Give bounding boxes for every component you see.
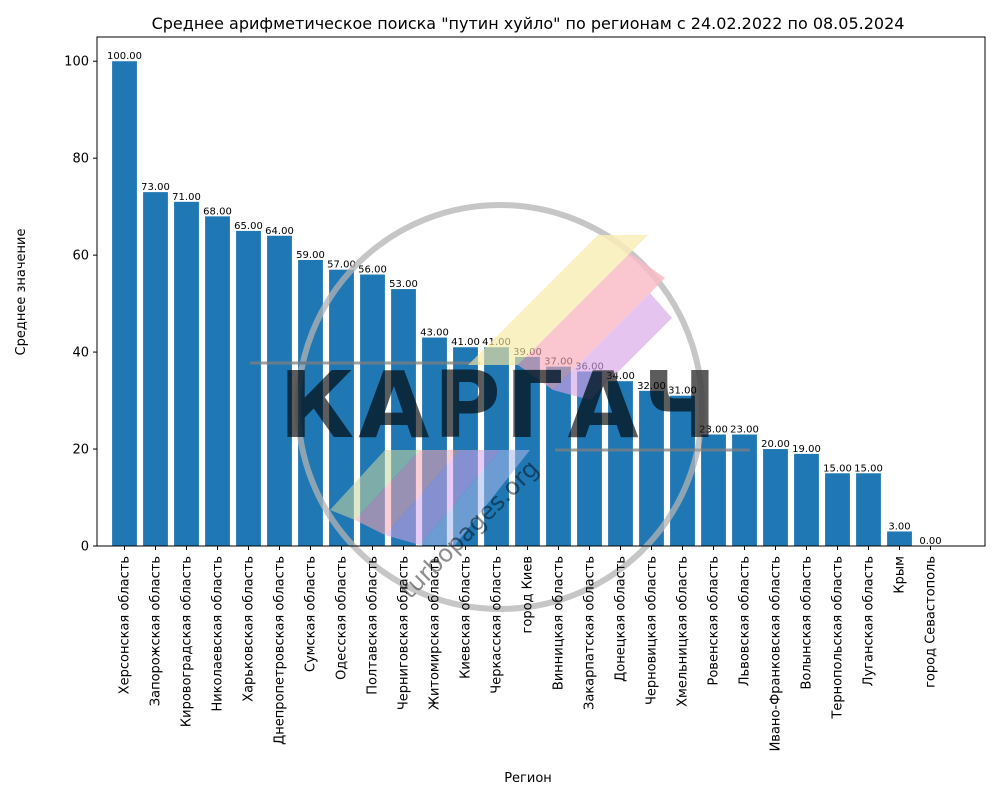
watermark-ring bbox=[295, 202, 705, 612]
bar-value-label: 15.00 bbox=[823, 463, 852, 474]
bar-value-label: 15.00 bbox=[854, 463, 883, 474]
y-axis: 0 20 40 60 80 100 bbox=[64, 55, 97, 555]
bar-value-label: 3.00 bbox=[888, 521, 910, 532]
bar-value-label: 100.00 bbox=[107, 51, 142, 62]
bar-value-label: 64.00 bbox=[265, 226, 294, 237]
bar bbox=[143, 192, 168, 546]
y-axis-label: Среднее значение bbox=[14, 229, 29, 356]
bar-value-label: 68.00 bbox=[203, 206, 232, 217]
bar bbox=[701, 434, 726, 546]
bar bbox=[236, 230, 261, 546]
bar bbox=[267, 235, 292, 546]
x-tick-label: Кировоградская область bbox=[180, 556, 195, 727]
bar bbox=[205, 216, 230, 546]
y-tick-label: 60 bbox=[72, 249, 89, 264]
bar-value-label: 31.00 bbox=[668, 386, 697, 397]
bar-value-label: 19.00 bbox=[792, 444, 821, 455]
x-tick-label: Закарпатская область bbox=[583, 556, 598, 710]
x-tick-label: Винницкая область bbox=[552, 556, 567, 690]
axes-frame bbox=[96, 36, 986, 547]
bar bbox=[484, 347, 509, 546]
x-tick-label: Донецкая область bbox=[614, 556, 629, 682]
watermark-stripes-lower bbox=[330, 450, 530, 545]
chart-title: Среднее арифметическое поиска "путин хуй… bbox=[152, 14, 905, 33]
x-tick-label: Львовская область bbox=[738, 556, 753, 686]
watermark-text: КАРГАЧ bbox=[279, 352, 721, 459]
y-tick-label: 100 bbox=[64, 55, 89, 70]
x-tick-label: город Киев bbox=[521, 556, 536, 633]
x-tick-label: Днепропетровская область bbox=[273, 556, 288, 745]
x-tick-label: Тернопольская область bbox=[831, 556, 846, 720]
bar bbox=[887, 531, 912, 546]
bar-value-label: 41.00 bbox=[451, 337, 480, 348]
bar bbox=[112, 61, 137, 546]
x-tick-label: Хмельницкая область bbox=[676, 556, 691, 707]
x-tick-label: Сумская область bbox=[304, 556, 319, 672]
bar-value-label: 71.00 bbox=[172, 192, 201, 203]
x-tick-label: Луганская область bbox=[862, 556, 877, 686]
x-tick-label: Черновицкая область bbox=[645, 556, 660, 705]
x-tick-label: Запорожская область bbox=[149, 556, 164, 706]
y-tick-label: 20 bbox=[72, 443, 89, 458]
bar-value-label: 23.00 bbox=[699, 425, 728, 436]
bar-value-label: 57.00 bbox=[327, 260, 356, 271]
bar-value-label: 59.00 bbox=[296, 250, 325, 261]
bar-value-label: 53.00 bbox=[389, 279, 418, 290]
bar bbox=[577, 371, 602, 546]
bar bbox=[763, 449, 788, 546]
x-tick-label: Ивано-Франковская область bbox=[769, 556, 784, 751]
y-tick-label: 80 bbox=[72, 152, 89, 167]
x-axis: Херсонская область Запорожская область Кир… bbox=[118, 546, 939, 751]
x-tick-label: Николаевская область bbox=[211, 556, 226, 712]
bar-value-label: 32.00 bbox=[637, 381, 666, 392]
bar-value-label: 20.00 bbox=[761, 439, 790, 450]
bar bbox=[732, 434, 757, 546]
bar bbox=[794, 453, 819, 546]
x-tick-label: Херсонская область bbox=[118, 556, 133, 694]
x-tick-label: Житомирская область bbox=[428, 556, 443, 710]
x-tick-label: город Севастополь bbox=[924, 556, 939, 688]
bar-value-label: 34.00 bbox=[606, 371, 635, 382]
x-tick-label: Харьковская область bbox=[242, 556, 257, 702]
x-tick-label: Ровенская область bbox=[707, 556, 722, 686]
y-tick-label: 40 bbox=[72, 346, 89, 361]
bar bbox=[174, 201, 199, 547]
bar bbox=[856, 473, 881, 546]
bar-value-label: 43.00 bbox=[420, 328, 449, 339]
x-tick-label: Волынская область bbox=[800, 556, 815, 690]
x-tick-label: Черниговская область bbox=[397, 556, 412, 710]
bar-value-label: 0.00 bbox=[919, 536, 941, 547]
bar-value-label: 23.00 bbox=[730, 425, 759, 436]
bar-value-label: 65.00 bbox=[234, 221, 263, 232]
x-axis-label: Регион bbox=[504, 771, 552, 786]
watermark-stripes-upper bbox=[468, 235, 672, 400]
bar-value-label: 73.00 bbox=[141, 182, 170, 193]
bar bbox=[608, 381, 633, 546]
x-tick-label: Одесская область bbox=[335, 556, 350, 680]
x-tick-label: Полтавская область bbox=[366, 556, 381, 695]
bar bbox=[546, 366, 571, 546]
y-tick-label: 0 bbox=[81, 540, 89, 555]
watermark-logo: КАРГАЧ turbopages.org bbox=[250, 202, 750, 612]
bar-value-label: 56.00 bbox=[358, 265, 387, 276]
x-tick-label: Крым bbox=[893, 556, 908, 594]
bar bbox=[825, 473, 850, 546]
bar bbox=[639, 390, 664, 546]
x-tick-label: Киевская область bbox=[459, 556, 474, 679]
x-tick-label: Черкасская область bbox=[490, 556, 505, 694]
